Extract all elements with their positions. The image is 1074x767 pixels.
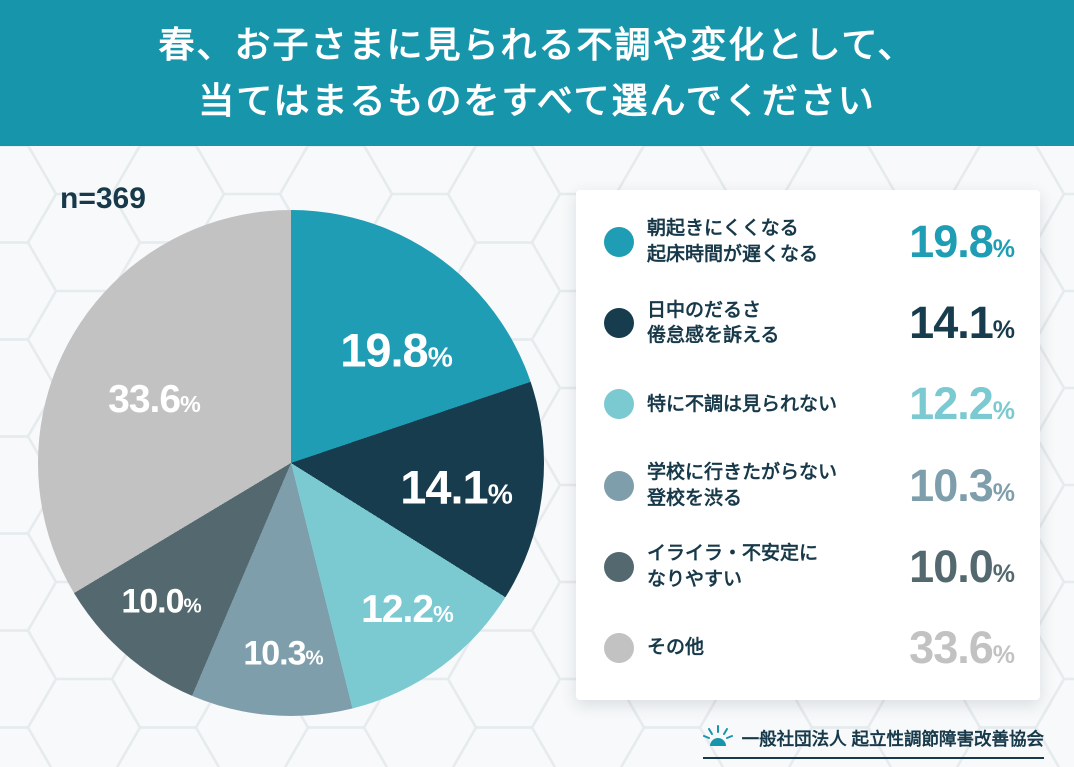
legend-value-number: 14.1 (909, 297, 994, 349)
sunrise-icon (702, 725, 733, 752)
legend-value-number: 33.6 (909, 621, 994, 673)
pie-slice-value: 33.6 (108, 378, 181, 421)
pie-chart (38, 210, 544, 716)
legend-item: イライラ・不安定に なりやすい 10.0% (604, 540, 1015, 593)
legend-label-line: 倦怠感を訴える (647, 325, 780, 347)
pie-chart-container: 19.8% 14.1% 12.2% 10.3% 10.0% 33.6% (38, 210, 544, 716)
pie-slice-label-none: 12.2% (361, 588, 454, 632)
legend-label-line: 起床時間が遅くなる (647, 244, 819, 265)
legend-item-value: 14.1% (909, 297, 1015, 349)
legend-value-number: 19.8 (909, 216, 994, 267)
legend-label-line: 特に不調は見られない (647, 393, 838, 415)
legend-value-number: 12.2 (909, 378, 994, 430)
legend-swatch (604, 551, 634, 582)
legend-item-value: 10.0% (909, 540, 1015, 593)
pie-slice-value: 10.0 (121, 582, 184, 621)
legend-value-number: 10.0 (909, 540, 994, 592)
legend-item: 学校に行きたがらない 登校を渋る 10.3% (604, 459, 1015, 512)
pie-slice-value: 12.2 (361, 588, 434, 631)
percent-symbol: % (992, 397, 1015, 426)
legend-card: 朝起きにくくなる 起床時間が遅くなる 19.8% 日中のだるさ 倦怠感を訴える … (576, 190, 1040, 700)
legend-item-value: 19.8% (909, 216, 1015, 268)
legend-label-line: イライラ・不安定に (647, 543, 819, 565)
legend-item-label: その他 (647, 635, 909, 661)
page-title-line-2: 当てはまるものをすべて選んでください (198, 80, 876, 121)
legend-label-line: その他 (647, 637, 705, 659)
pie-slice-label-school: 10.3% (243, 634, 324, 674)
legend-item-value: 10.3% (909, 459, 1015, 512)
legend-label-line: 朝起きにくくなる (647, 218, 799, 240)
pie-slice-label-fatigue: 14.1% (400, 460, 513, 515)
percent-symbol: % (992, 316, 1015, 345)
pie-slice-value: 14.1 (400, 460, 488, 514)
legend-item-value: 33.6% (909, 621, 1015, 674)
legend-item: 朝起きにくくなる 起床時間が遅くなる 19.8% (604, 216, 1015, 268)
legend-item: その他 33.6% (604, 621, 1015, 674)
legend-item-label: 日中のだるさ 倦怠感を訴える (647, 298, 909, 349)
legend-swatch (604, 389, 634, 420)
percent-symbol: % (992, 640, 1015, 669)
legend-label-line: なりやすい (647, 568, 743, 590)
pie-slice-label-irritable: 10.0% (121, 582, 202, 622)
percent-symbol: % (180, 391, 201, 417)
legend-swatch (604, 632, 634, 663)
legend-item-label: 特に不調は見られない (647, 392, 909, 418)
legend-item-label: 朝起きにくくなる 起床時間が遅くなる (647, 216, 909, 267)
sample-size-label: n=369 (60, 182, 146, 215)
percent-symbol: % (992, 559, 1015, 588)
percent-symbol: % (433, 601, 454, 627)
percent-symbol: % (487, 477, 513, 510)
organization-name: 一般社団法人 起立性調節障害改善協会 (741, 729, 1044, 749)
legend-item-label: 学校に行きたがらない 登校を渋る (647, 460, 909, 511)
pie-slice-label-morning: 19.8% (340, 323, 453, 378)
legend-swatch (604, 308, 634, 339)
percent-symbol: % (992, 478, 1015, 507)
legend-item: 特に不調は見られない 12.2% (604, 378, 1015, 430)
percent-symbol: % (992, 235, 1015, 263)
legend-swatch (604, 227, 634, 257)
legend-label-line: 学校に行きたがらない (647, 461, 838, 483)
legend-label-line: 登校を渋る (647, 487, 743, 509)
pie-slice-value: 19.8 (340, 323, 428, 377)
legend-item: 日中のだるさ 倦怠感を訴える 14.1% (604, 297, 1015, 349)
legend-value-number: 10.3 (909, 459, 994, 511)
legend-label-line: 日中のだるさ (647, 299, 762, 321)
percent-symbol: % (183, 595, 202, 618)
legend-item-label: イライラ・不安定に なりやすい (647, 541, 909, 592)
footer-attribution: 一般社団法人 起立性調節障害改善協会 (702, 725, 1044, 759)
pie-slice-value: 10.3 (243, 634, 306, 673)
pie-slice-label-other: 33.6% (108, 378, 201, 422)
page-title-line-1: 春、お子さまに見られる不調や変化として、 (158, 23, 916, 65)
title-banner: 春、お子さまに見られる不調や変化として、 当てはまるものをすべて選んでください (0, 0, 1074, 146)
legend-swatch (604, 470, 634, 501)
legend-item-value: 12.2% (909, 378, 1015, 430)
percent-symbol: % (427, 340, 453, 373)
percent-symbol: % (305, 647, 324, 670)
